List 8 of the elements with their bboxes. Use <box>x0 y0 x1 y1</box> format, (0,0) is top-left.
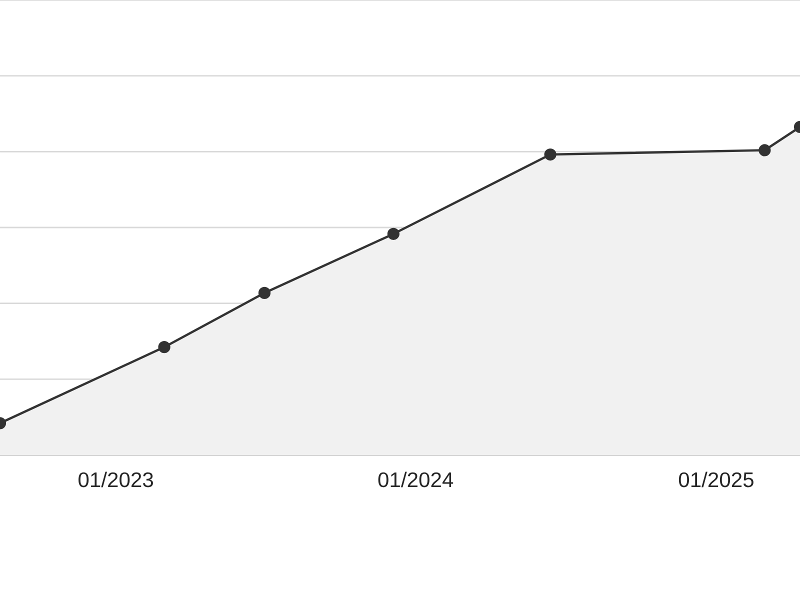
point <box>258 286 271 300</box>
x-tick-label: 01/2025 <box>678 472 754 488</box>
x-tick-label: 01/2023 <box>78 472 153 488</box>
point <box>544 148 556 161</box>
point <box>387 228 400 240</box>
point <box>158 341 170 354</box>
point <box>758 144 771 156</box>
x-tick-label: 01/2024 <box>378 472 454 488</box>
